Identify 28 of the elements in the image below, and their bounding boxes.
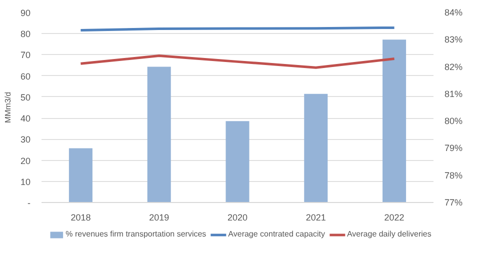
y-tick-label: 10: [20, 176, 31, 187]
y-tick-label: 30: [20, 134, 31, 145]
legend-label: Average daily deliveries: [346, 230, 432, 238]
y2-tick-label: 78%: [444, 170, 463, 180]
y-axis-title: MMm3/d: [3, 92, 12, 124]
legend-label: Average contrated capacity: [228, 230, 325, 238]
legend-label: % revenues firm transportation services: [66, 230, 206, 238]
y2-tick-label: 79%: [444, 143, 463, 154]
x-tick-label: 2022: [384, 212, 404, 222]
y-tick-label: 60: [20, 71, 31, 82]
y-tick-label: -: [28, 198, 31, 208]
x-tick-label: 2019: [149, 212, 170, 222]
y2-tick-label: 81%: [444, 88, 463, 99]
x-tick-label: 2020: [227, 212, 248, 222]
y-tick-label: 70: [20, 50, 31, 60]
x-tick-label: 2021: [306, 212, 326, 222]
y-tick-label: 50: [20, 92, 31, 102]
y-tick-label: 80: [20, 29, 31, 40]
line-series: [79, 54, 396, 69]
y-tick-label: 90: [20, 8, 31, 18]
y2-tick-label: 80%: [444, 116, 463, 126]
y2-tick-label: 77%: [444, 198, 463, 208]
y-tick-label: 40: [20, 114, 31, 124]
y2-tick-label: 83%: [444, 34, 463, 45]
y-tick-label: 20: [20, 156, 31, 166]
x-tick-label: 2018: [70, 212, 91, 222]
y2-tick-label: 84%: [444, 8, 463, 18]
y2-tick-label: 82%: [444, 62, 463, 72]
